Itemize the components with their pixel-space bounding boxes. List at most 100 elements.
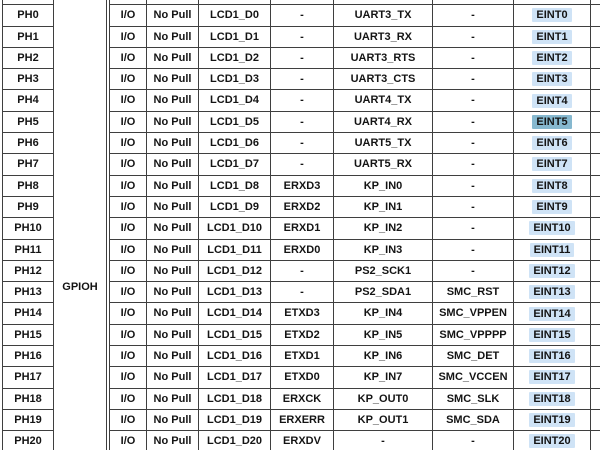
cell-eint-mux: EINT12 bbox=[513, 259, 591, 283]
pin-function-table-body: I/O No Pull LCD1_D0- UART3_TX - EINT0 I/O No Pu… bbox=[109, 0, 600, 450]
cell-overflow bbox=[590, 430, 600, 450]
cell-io: I/O bbox=[109, 217, 147, 240]
search-match-highlight: EINT1 bbox=[532, 29, 572, 44]
cell-eint-mux: EINT6 bbox=[513, 132, 591, 155]
cell-eth-mux: - bbox=[270, 259, 334, 283]
cell-smc-mux: SMC_VPPPP bbox=[432, 323, 514, 347]
cell-pull: No Pull bbox=[146, 68, 199, 91]
cell-eint-mux: EINT3 bbox=[513, 68, 591, 91]
search-match-highlight: EINT3 bbox=[532, 72, 572, 87]
table-row: PH6 bbox=[2, 132, 54, 155]
cell-eth-mux: - bbox=[270, 89, 334, 112]
cell-io: I/O bbox=[109, 259, 147, 283]
table-row: PH2 bbox=[2, 46, 54, 70]
table-row: PH19 bbox=[2, 408, 54, 432]
cell-smc-mux: SMC_VCCEN bbox=[432, 366, 514, 389]
cell-smc-mux: SMC_SDA bbox=[432, 408, 514, 432]
cell-lcd-mux: LCD1_D1 bbox=[198, 25, 271, 48]
cell-smc-mux: - bbox=[432, 217, 514, 240]
table-row: PH14 bbox=[2, 302, 54, 325]
cell-eth-mux: - bbox=[270, 25, 334, 48]
pin-function-table: I/O No Pull LCD1_D0- UART3_TX - EINT0 I/O No Pu… bbox=[109, 0, 600, 450]
cell-uart-kp-mux: UART5_TX bbox=[333, 132, 433, 155]
cell-smc-mux: - bbox=[432, 132, 514, 155]
cell-pull: No Pull bbox=[146, 430, 199, 450]
cell-pull: No Pull bbox=[146, 387, 199, 410]
table-row: I/O No Pull LCD1_D14 ETXD3 KP_IN4 SMC_VPPEN EI… bbox=[109, 302, 600, 325]
cell-smc-mux: - bbox=[432, 110, 514, 134]
cell-lcd-mux: LCD1_D19 bbox=[198, 408, 271, 432]
table-row: I/O No Pull LCD1_D16 ETXD1 KP_IN6 SMC_DET EINT… bbox=[109, 345, 600, 368]
cell-eint-mux: EINT0 bbox=[513, 4, 591, 27]
cell-eth-mux: - bbox=[270, 4, 334, 27]
cell-lcd-mux: LCD1_D15 bbox=[198, 323, 271, 347]
cell-pull: No Pull bbox=[146, 217, 199, 240]
cell-pin: PH12 bbox=[2, 259, 54, 283]
cell-io: I/O bbox=[109, 323, 147, 347]
cell-smc-mux: - bbox=[432, 174, 514, 197]
cell-io: I/O bbox=[109, 408, 147, 432]
cell-eint-mux: EINT2 bbox=[513, 46, 591, 70]
cell-eint-mux: EINT18 bbox=[513, 387, 591, 410]
gpio-group-merged-cell: GPIOH bbox=[54, 0, 107, 450]
cell-smc-mux: - bbox=[432, 195, 514, 219]
cell-uart-kp-mux: KP_IN7 bbox=[333, 366, 433, 389]
cell-pin: PH11 bbox=[2, 238, 54, 261]
table-row: I/O No Pull LCD1_D15 ETXD2 KP_IN5 SMC_VPPPP EI… bbox=[109, 323, 600, 347]
cell-pin: PH1 bbox=[2, 25, 54, 48]
cell-pin: PH0 bbox=[2, 4, 54, 27]
search-match-highlight: EINT7 bbox=[532, 157, 572, 172]
cell-pull: No Pull bbox=[146, 25, 199, 48]
table-row: I/O No Pull LCD1_D17 ETXD0 KP_IN7 SMC_VCCEN EI… bbox=[109, 366, 600, 389]
cell-eint-mux: EINT4 bbox=[513, 89, 591, 112]
table-row: PH13 bbox=[2, 281, 54, 304]
cell-eth-mux: - bbox=[270, 153, 334, 176]
cell-pull: No Pull bbox=[146, 259, 199, 283]
cell-eint-mux: EINT5 bbox=[513, 110, 591, 134]
cell-uart-kp-mux: UART4_TX bbox=[333, 89, 433, 112]
cell-overflow bbox=[590, 46, 600, 70]
cell-pull: No Pull bbox=[146, 174, 199, 197]
cell-overflow bbox=[590, 259, 600, 283]
table-row: I/O No Pull LCD1_D6- UART5_TX - EINT6 bbox=[109, 132, 600, 155]
cell-uart-kp-mux: KP_OUT1 bbox=[333, 408, 433, 432]
table-row: PH3 bbox=[2, 68, 54, 91]
table-row: I/O No Pull LCD1_D0- UART3_TX - EINT0 bbox=[109, 4, 600, 27]
cell-io: I/O bbox=[109, 25, 147, 48]
cell-eth-mux: - bbox=[270, 110, 334, 134]
table-row: PH11 bbox=[2, 238, 54, 261]
cell-uart-kp-mux: KP_IN0 bbox=[333, 174, 433, 197]
table-row: PH10 bbox=[2, 217, 54, 240]
cell-io: I/O bbox=[109, 387, 147, 410]
cell-lcd-mux: LCD1_D8 bbox=[198, 174, 271, 197]
table-row: I/O No Pull LCD1_D10 ERXD1 KP_IN2- EINT10 bbox=[109, 217, 600, 240]
cell-smc-mux: - bbox=[432, 89, 514, 112]
cell-uart-kp-mux: PS2_SCK1 bbox=[333, 259, 433, 283]
cell-eth-mux: ERXDV bbox=[270, 430, 334, 450]
cell-lcd-mux: LCD1_D3 bbox=[198, 68, 271, 91]
cell-io: I/O bbox=[109, 46, 147, 70]
cell-overflow bbox=[590, 195, 600, 219]
cell-uart-kp-mux: UART4_RX bbox=[333, 110, 433, 134]
cell-eint-mux: EINT8 bbox=[513, 174, 591, 197]
table-row: I/O No Pull LCD1_D1- UART3_RX - EINT1 bbox=[109, 25, 600, 48]
cell-eth-mux: ERXD0 bbox=[270, 238, 334, 261]
cell-io: I/O bbox=[109, 153, 147, 176]
cell-eint-mux: EINT9 bbox=[513, 195, 591, 219]
cell-io: I/O bbox=[109, 110, 147, 134]
cell-eint-mux: EINT1 bbox=[513, 25, 591, 48]
table-row: PH12 bbox=[2, 259, 54, 283]
cell-pin: PH3 bbox=[2, 68, 54, 91]
cell-pin: PH17 bbox=[2, 366, 54, 389]
search-match-highlight: EINT15 bbox=[529, 327, 575, 342]
cell-overflow bbox=[590, 217, 600, 240]
cell-uart-kp-mux: KP_OUT0 bbox=[333, 387, 433, 410]
search-match-highlight: EINT2 bbox=[532, 50, 572, 65]
pin-name-table: PH0 PH1 PH2 PH3 PH4 PH5 PH6 PH7 PH8 PH9 PH10 PH11 PH… bbox=[2, 0, 54, 450]
cell-eint-mux: EINT11 bbox=[513, 238, 591, 261]
table-row: PH15 bbox=[2, 323, 54, 347]
table-row: PH9 bbox=[2, 195, 54, 219]
cell-smc-mux: - bbox=[432, 430, 514, 450]
cell-smc-mux: - bbox=[432, 68, 514, 91]
search-match-highlight: EINT20 bbox=[529, 434, 575, 449]
